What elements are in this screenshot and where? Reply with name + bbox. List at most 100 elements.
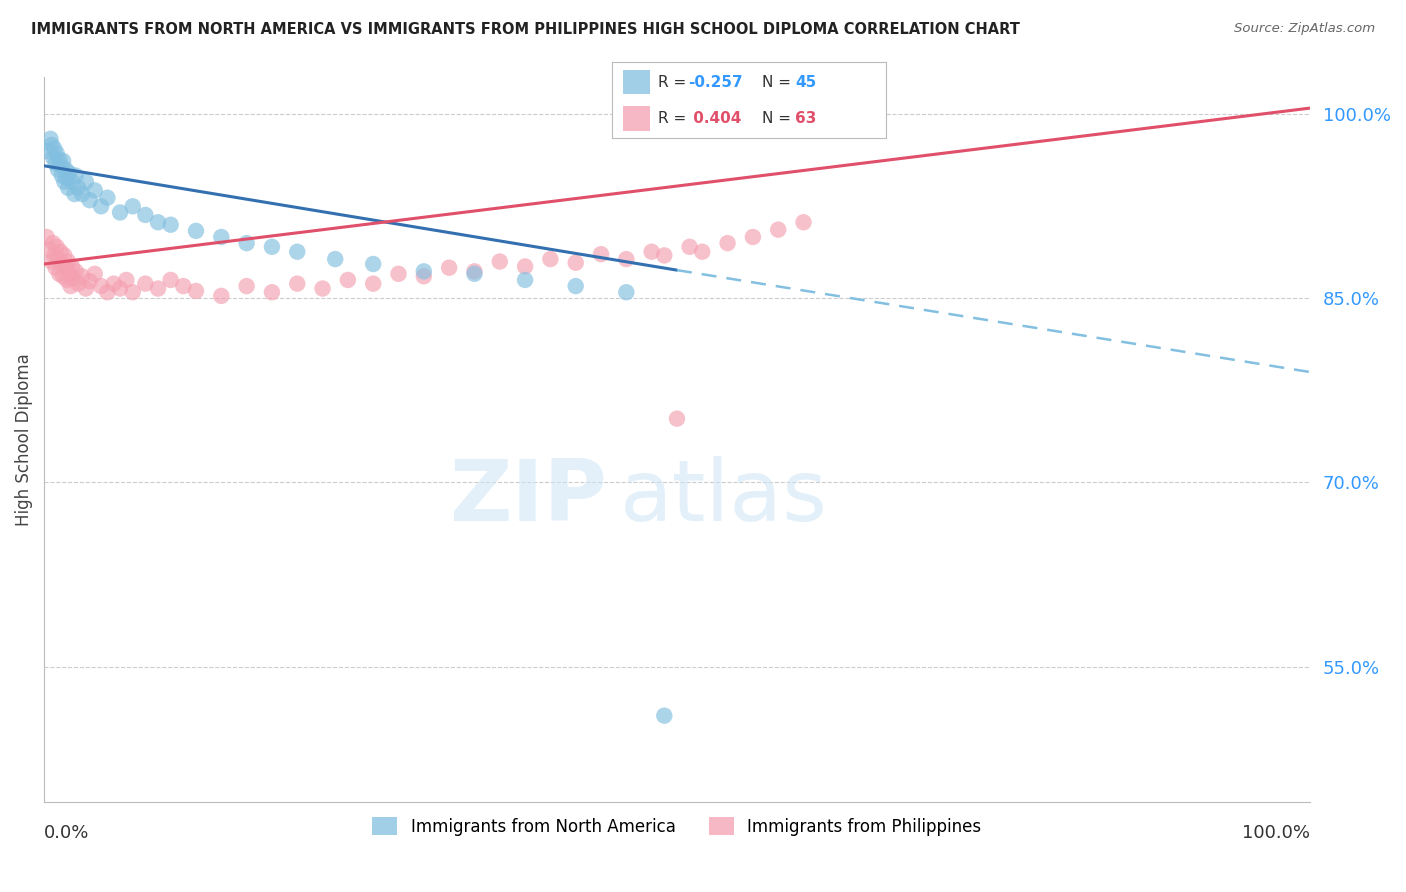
Point [55, 260, 77, 275]
Point [665, 411, 688, 425]
Point [235, 236, 257, 251]
Point [79, 274, 101, 288]
Point [209, 289, 232, 303]
Point [62, 271, 84, 285]
Point [53, 175, 76, 189]
Text: 100.0%: 100.0% [1241, 823, 1310, 842]
Point [589, 247, 612, 261]
Point [564, 279, 586, 293]
Point [51, 257, 73, 271]
Point [792, 215, 814, 229]
Point [39, 132, 62, 146]
Point [65, 169, 87, 183]
Point [121, 285, 143, 300]
Y-axis label: High School Diploma: High School Diploma [15, 353, 32, 526]
Text: R =: R = [658, 111, 692, 126]
Point [285, 277, 308, 291]
Text: N =: N = [762, 75, 796, 90]
Point [35, 230, 58, 244]
Point [361, 257, 384, 271]
Point [44, 260, 66, 275]
Point [134, 208, 156, 222]
Text: -0.257: -0.257 [689, 75, 742, 90]
Point [42, 150, 65, 164]
Point [41, 254, 63, 268]
Bar [623, 70, 650, 95]
Point [260, 285, 283, 300]
Point [260, 240, 283, 254]
Point [463, 264, 485, 278]
Text: 45: 45 [796, 75, 817, 90]
Point [235, 279, 257, 293]
Text: Source: ZipAtlas.com: Source: ZipAtlas.com [1234, 22, 1375, 36]
Point [44, 248, 66, 262]
Point [46, 252, 69, 266]
Point [53, 248, 76, 262]
Point [56, 273, 79, 287]
Point [412, 264, 434, 278]
Point [159, 273, 181, 287]
Point [614, 285, 637, 300]
Point [44, 142, 66, 156]
Point [90, 279, 112, 293]
Point [690, 244, 713, 259]
Point [45, 240, 67, 254]
Point [678, 240, 700, 254]
Point [59, 279, 82, 293]
Point [49, 244, 72, 259]
Point [209, 230, 232, 244]
Point [172, 279, 194, 293]
Point [323, 252, 346, 266]
Point [146, 281, 169, 295]
Point [48, 153, 70, 167]
Point [96, 191, 118, 205]
Point [65, 264, 87, 278]
Point [716, 236, 738, 251]
Point [56, 181, 79, 195]
Point [184, 284, 207, 298]
Point [96, 285, 118, 300]
Text: 0.0%: 0.0% [44, 823, 90, 842]
Point [146, 215, 169, 229]
Point [90, 199, 112, 213]
Point [652, 708, 675, 723]
Point [652, 248, 675, 262]
Point [70, 187, 93, 202]
Point [184, 224, 207, 238]
Point [311, 281, 333, 295]
Point [336, 273, 359, 287]
Point [56, 254, 79, 268]
Point [437, 260, 460, 275]
Point [83, 267, 105, 281]
Text: N =: N = [762, 111, 796, 126]
Text: atlas: atlas [620, 456, 828, 539]
Text: 0.404: 0.404 [689, 111, 742, 126]
Point [159, 218, 181, 232]
Point [60, 175, 83, 189]
Point [103, 277, 125, 291]
Point [412, 269, 434, 284]
Point [121, 199, 143, 213]
Point [38, 242, 60, 256]
Point [58, 166, 80, 180]
Point [55, 162, 77, 177]
Point [52, 269, 75, 284]
Point [513, 273, 536, 287]
Point [741, 230, 763, 244]
Legend: Immigrants from North America, Immigrants from Philippines: Immigrants from North America, Immigrant… [364, 809, 990, 844]
Point [42, 236, 65, 251]
Point [361, 277, 384, 291]
Point [285, 244, 308, 259]
Point [75, 175, 97, 189]
Point [67, 181, 90, 195]
Point [766, 222, 789, 236]
Point [45, 146, 67, 161]
Point [108, 281, 131, 295]
Point [564, 256, 586, 270]
Point [538, 252, 561, 266]
Point [387, 267, 409, 281]
Point [56, 171, 79, 186]
Point [75, 281, 97, 295]
Text: 63: 63 [796, 111, 817, 126]
Point [52, 153, 75, 168]
